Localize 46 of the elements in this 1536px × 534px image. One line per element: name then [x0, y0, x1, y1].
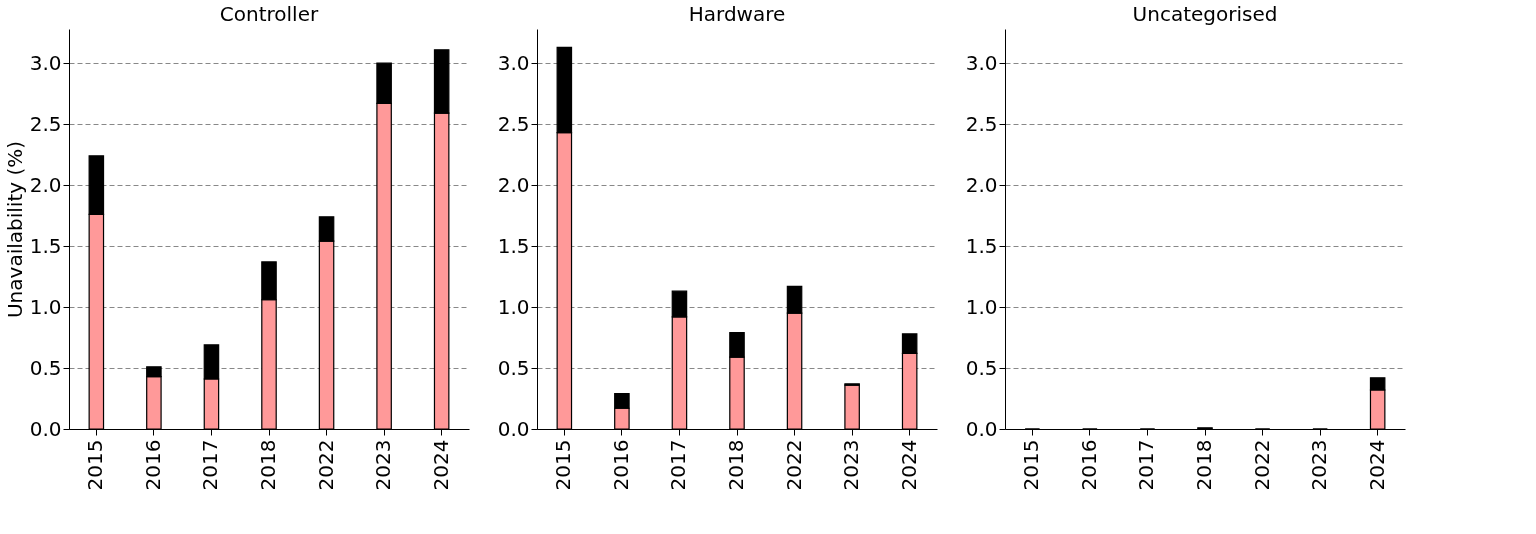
y-tick-label: 0.5 [29, 355, 62, 380]
y-tick-label: 0.5 [965, 355, 998, 380]
y-tick-label: 2.5 [965, 111, 998, 136]
y-tick-label: 1.0 [965, 294, 998, 319]
y-tick-label: 3.0 [965, 50, 998, 75]
x-tick-label: 2016 [140, 439, 165, 491]
y-tick-label: 1.0 [29, 294, 62, 319]
y-tick-label: 0.0 [965, 416, 998, 441]
x-tick-label: 2022 [1249, 439, 1274, 491]
y-tick-label: 0.5 [497, 355, 530, 380]
y-tick-label: 2.0 [965, 172, 998, 197]
x-tick-label: 2018 [256, 439, 280, 491]
y-axis-title: Unavailability (%) [2, 140, 27, 319]
y-tick-label: 1.5 [497, 233, 530, 258]
y-tick-label: 1.5 [965, 233, 998, 258]
x-tick-label: 2022 [781, 439, 806, 491]
y-tick-label: 3.0 [497, 50, 530, 75]
x-tick-label: 2016 [608, 439, 633, 491]
x-tick-label: 2024 [428, 439, 453, 491]
y-tick-label: 3.0 [29, 50, 62, 75]
y-tick-label: 1.5 [29, 233, 62, 258]
x-tick-label: 2018 [724, 439, 748, 491]
x-tick-label: 2023 [371, 439, 396, 491]
x-tick-label: 2015 [83, 439, 108, 491]
y-tick-label: 1.0 [497, 294, 530, 319]
y-tick-label: 2.0 [497, 172, 530, 197]
x-tick-label: 2015 [551, 439, 576, 491]
x-tick-label: 2022 [313, 439, 338, 491]
x-tick-label: 2015 [1019, 439, 1044, 491]
y-tick-label: 2.5 [29, 111, 62, 136]
x-tick-label: 2024 [896, 439, 921, 491]
chart-title: Uncategorised [1132, 2, 1278, 26]
y-tick-label: 0.0 [29, 416, 62, 441]
y-tick-label: 2.5 [497, 111, 530, 136]
chart-title: Hardware [688, 2, 786, 26]
x-tick-label: 2023 [1307, 439, 1332, 491]
x-tick-label: 2024 [1364, 439, 1389, 491]
x-tick-label: 2023 [839, 439, 864, 491]
x-tick-label: 2018 [1192, 439, 1216, 491]
chart-title: Controller [219, 2, 319, 26]
y-tick-label: 2.0 [29, 172, 62, 197]
x-tick-label: 2016 [1076, 439, 1101, 491]
y-tick-label: 0.0 [497, 416, 530, 441]
x-tick-label: 2017 [666, 439, 691, 491]
x-tick-label: 2017 [198, 439, 223, 491]
x-tick-label: 2017 [1134, 439, 1159, 491]
